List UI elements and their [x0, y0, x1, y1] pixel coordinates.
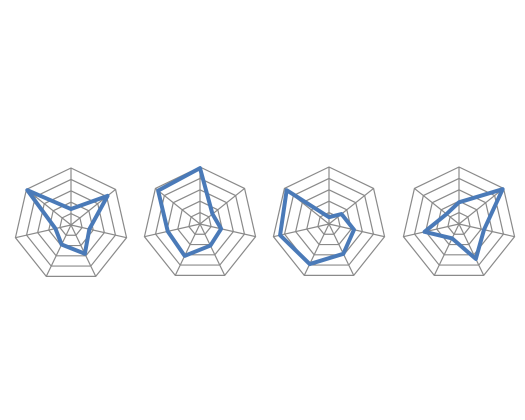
- radar-chart-4: [402, 166, 516, 276]
- series-line: [25, 188, 110, 256]
- grid-ring-1: [59, 212, 83, 236]
- spoke-4: [70, 224, 97, 277]
- spoke-6: [144, 223, 201, 238]
- grid-ring-5: [143, 166, 257, 276]
- spoke-4: [328, 223, 355, 276]
- spoke-7: [155, 187, 201, 225]
- grid-ring-4: [154, 177, 246, 266]
- spoke-6: [15, 224, 72, 239]
- radar-chart-1: [14, 167, 128, 277]
- spoke-5: [433, 223, 460, 276]
- grid-ring-2: [48, 201, 94, 247]
- grid-ring-3: [295, 189, 363, 256]
- grid-ring-5: [14, 167, 128, 277]
- spoke-6: [403, 223, 460, 238]
- spoke-3: [458, 223, 515, 238]
- spoke-5: [45, 224, 72, 277]
- spoke-2: [458, 187, 504, 225]
- grid-ring-2: [306, 200, 352, 246]
- radar-chart-2: [143, 166, 257, 276]
- spoke-2: [199, 187, 245, 225]
- grid-ring-4: [283, 177, 375, 266]
- grid-ring-1: [317, 211, 341, 235]
- grid-ring-3: [425, 189, 493, 256]
- series-line: [422, 187, 505, 261]
- radar-chart-3: [272, 166, 386, 276]
- grid-ring-1: [447, 211, 471, 235]
- spoke-6: [273, 223, 330, 238]
- spoke-5: [174, 223, 201, 276]
- spoke-7: [414, 187, 460, 225]
- grid-ring-4: [25, 178, 117, 267]
- series-line: [278, 188, 357, 267]
- spoke-5: [303, 223, 330, 276]
- grid-ring-2: [177, 200, 223, 246]
- spoke-4: [199, 223, 226, 276]
- grid-ring-5: [402, 166, 516, 276]
- grid-ring-3: [166, 189, 234, 256]
- grid-ring-1: [188, 211, 212, 235]
- spoke-2: [328, 187, 374, 225]
- spoke-7: [26, 188, 72, 226]
- spoke-3: [328, 223, 385, 238]
- grid-ring-5: [272, 166, 386, 276]
- spoke-3: [199, 223, 256, 238]
- spoke-4: [458, 223, 485, 276]
- series-line: [156, 166, 224, 258]
- spoke-3: [70, 224, 127, 239]
